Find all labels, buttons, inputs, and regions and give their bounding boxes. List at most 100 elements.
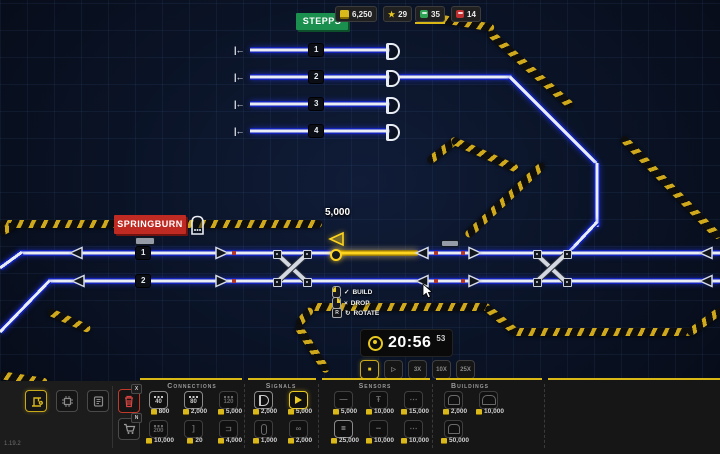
resource-money[interactable]: 6,250 [335,6,378,22]
tool-shunt-signal-icon[interactable] [254,420,273,438]
card-icon [476,408,483,415]
speed-pause-button[interactable]: ■ [360,360,379,379]
depot-building-icon [189,213,206,241]
track-end-marker: |← [234,45,244,55]
tool-path-signal-icon[interactable] [289,391,308,409]
track-segment[interactable] [398,74,512,80]
hint-glyph: ↻ [345,310,351,317]
toolbar-top-border [140,378,242,380]
tool-price: 10,000 [142,437,178,444]
buy-button[interactable] [118,418,140,440]
selected-track-segment[interactable] [334,250,418,256]
card-icon [340,9,349,19]
signal-left[interactable] [698,246,714,265]
speed-play-button[interactable]: ▷ [384,360,403,379]
resource-trains-on-time[interactable]: 35 [415,6,445,22]
signal-right[interactable] [214,246,230,265]
tool-price: 10,000 [362,408,398,415]
track-node[interactable] [303,278,312,287]
tool-sensor-more-dots-icon[interactable]: ⋯ [404,420,423,438]
resource-reputation[interactable]: ★ 29 [383,6,413,22]
d-signal[interactable] [386,43,400,60]
delete-button[interactable] [118,389,140,413]
speed-3x-button[interactable]: 3X [408,360,427,379]
tool-price: 2,000 [177,408,213,415]
tool-price: 5,000 [212,408,248,415]
tool-sensor-dash-icon[interactable]: — [334,391,353,409]
section-divider [432,384,433,448]
tool-sensor-equal-icon[interactable]: = [334,420,353,438]
track-sensor[interactable] [135,237,155,245]
speed-10x-button[interactable]: 10X [432,360,451,379]
hint-label: ROTATE [353,309,380,317]
star-icon: ★ [388,9,396,19]
tool-price: 15,000 [397,408,433,415]
station-label-springburn[interactable]: SPRINGBURN [114,215,186,234]
tool-auto-signal-icon[interactable] [254,391,273,409]
tool-track-120-icon[interactable]: 120 [219,391,238,409]
signal-right[interactable] [214,274,230,293]
tool-turnback-icon[interactable]: ⊐ [219,420,238,438]
tool-sensor-dashes-icon[interactable]: ╌ [369,420,388,438]
track-node[interactable] [273,278,282,287]
card-icon [217,437,224,444]
tool-sensor-dots-icon[interactable]: ⋯ [404,391,423,409]
resource-trains-late[interactable]: 14 [451,6,481,22]
track-node[interactable] [273,250,282,259]
d-signal[interactable] [386,124,400,141]
track-node[interactable] [563,278,572,287]
stop-marker [461,279,465,283]
tool-bumper-icon[interactable]: ] [184,420,203,438]
stop-marker [434,251,438,255]
tool-track-80-icon[interactable]: 80 [184,391,203,409]
manual-button[interactable] [87,390,109,412]
d-signal[interactable] [386,70,400,87]
card-icon [401,408,408,415]
card-icon [252,408,259,415]
speed-25x-button[interactable]: 25X [456,360,475,379]
hazard-band [310,303,490,311]
main-track-2[interactable] [48,278,720,284]
card-icon [287,437,294,444]
tool-station-large-icon[interactable] [479,391,498,409]
mouse-cursor [422,283,434,304]
track-node[interactable] [563,250,572,259]
tool-price: 2,000 [247,408,283,415]
delete-key-badge: X [131,384,142,394]
stop-marker [232,279,236,283]
track-sensor[interactable] [441,240,459,247]
tool-station-small-icon[interactable] [444,391,463,409]
tool-track-200-icon[interactable]: 200 [149,420,168,438]
ghost-signal-preview[interactable] [328,231,345,252]
track-node[interactable] [303,250,312,259]
card-icon [252,437,259,444]
track-node[interactable] [533,278,542,287]
hint-label: DROP [350,299,370,307]
tool-price: 10,000 [362,437,398,444]
signal-left[interactable] [414,274,430,293]
systems-button[interactable] [56,390,78,412]
tool-price: 1,000 [247,437,283,444]
tool-depot-icon[interactable] [444,420,463,438]
tool-infinity-signal-icon[interactable]: ∞ [289,420,308,438]
selected-track-node[interactable] [330,249,342,261]
signal-left[interactable] [70,274,86,293]
signal-left[interactable] [698,274,714,293]
section-divider [244,384,245,448]
track-end-marker: |← [234,99,244,109]
build-mode-button[interactable] [25,390,47,412]
signal-left[interactable] [68,246,84,265]
signal-right[interactable] [467,246,483,265]
track-end-marker: |← [234,126,244,136]
track-node[interactable] [533,250,542,259]
d-signal[interactable] [386,97,400,114]
tool-track-40-icon[interactable]: 40 [149,391,168,409]
signal-left[interactable] [414,246,430,265]
tool-sensor-flag-icon[interactable]: Ŧ [369,391,388,409]
train-green-icon [420,10,428,18]
signal-right[interactable] [467,274,483,293]
tool-price: 5,000 [282,408,318,415]
section-title-connections: Connections [167,383,217,390]
track-segment[interactable] [594,163,600,227]
